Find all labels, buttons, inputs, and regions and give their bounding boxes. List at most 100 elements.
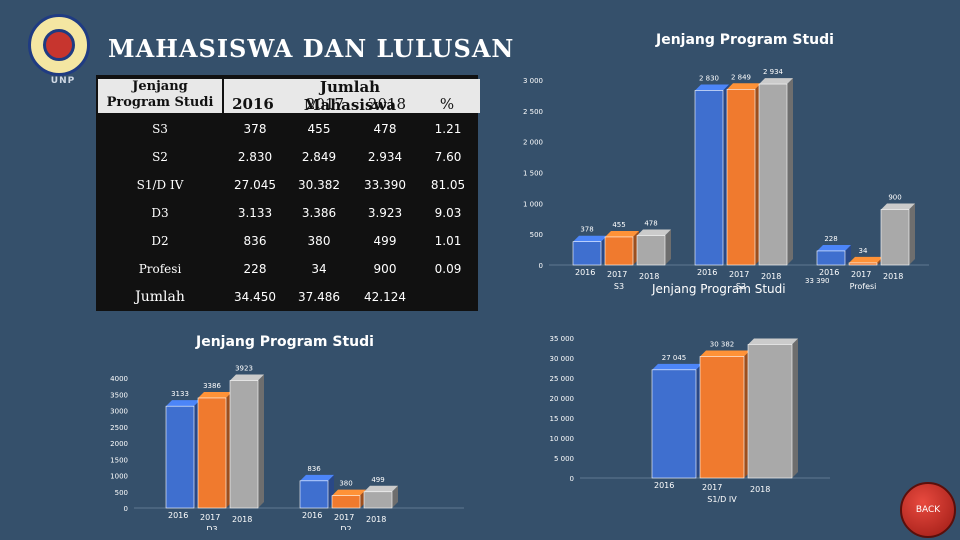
cell-percent bbox=[418, 284, 478, 310]
bar-series-label: 2018 bbox=[883, 272, 903, 281]
data-label: 900 bbox=[888, 194, 901, 202]
bar-top bbox=[332, 489, 366, 496]
table-row: S3 378 455 478 1.21 bbox=[96, 116, 478, 142]
bar-s2-2017 bbox=[726, 89, 756, 266]
data-label: 2 849 bbox=[731, 73, 751, 81]
bar-top bbox=[849, 256, 883, 263]
data-label: 455 bbox=[612, 221, 625, 229]
bar-d2-2018 bbox=[363, 491, 393, 509]
y-tick-label: 4000 bbox=[110, 375, 128, 383]
bar-series-label: 2018 bbox=[761, 272, 781, 281]
cell-percent: 81.05 bbox=[430, 178, 466, 192]
cell-2016: 836 bbox=[243, 234, 267, 248]
logo-text: UNP bbox=[50, 76, 76, 86]
header-jumlah-mahasiswa: Jumlah Mahasiswa bbox=[303, 78, 397, 114]
bar-top bbox=[695, 84, 729, 91]
university-logo bbox=[28, 14, 90, 76]
cell-percent: 1.01 bbox=[434, 234, 462, 248]
bar-s2-2016 bbox=[694, 90, 724, 266]
bar-top bbox=[573, 235, 607, 242]
y-tick-label: 5 000 bbox=[554, 455, 574, 463]
cell-2016: 34.450 bbox=[234, 290, 276, 304]
category-label: S2 bbox=[736, 282, 746, 291]
y-tick-label: 0 bbox=[570, 475, 574, 483]
cell-percent: 9.03 bbox=[434, 206, 462, 220]
category-label: D2 bbox=[340, 525, 351, 530]
chart-s1-div: 0 5 000 10 000 15 000 20 000 25 000 30 000 35 0… bbox=[550, 335, 830, 504]
y-tick-label: 10 000 bbox=[550, 435, 575, 443]
cell-2018: 2.934 bbox=[367, 150, 403, 164]
y-tick-label: 1 000 bbox=[523, 200, 543, 208]
y-tick-label: 2000 bbox=[110, 440, 128, 448]
cell-2017: 2.849 bbox=[301, 150, 337, 164]
category-label: Profesi bbox=[850, 282, 877, 291]
bar-series-label: 2016 bbox=[168, 511, 188, 520]
bar-side bbox=[909, 203, 915, 265]
data-label: 30 382 bbox=[710, 340, 735, 348]
bar-series-label: 2016 bbox=[575, 268, 595, 277]
bar-side bbox=[787, 78, 793, 265]
y-tick-label: 20 000 bbox=[550, 395, 575, 403]
cell-2016: 228 bbox=[243, 262, 267, 276]
bar-series-label: 2018 bbox=[366, 515, 386, 524]
bar-series-label: 2018 bbox=[750, 485, 770, 494]
bar-top bbox=[166, 400, 200, 407]
row-label: S1/D IV bbox=[136, 178, 184, 192]
bar-side bbox=[845, 244, 851, 265]
data-label: 27 045 bbox=[662, 354, 687, 362]
y-tick-label: 3000 bbox=[110, 408, 128, 416]
bar-top bbox=[881, 203, 915, 210]
bar-series-label: 2018 bbox=[639, 272, 659, 281]
data-label: 378 bbox=[580, 226, 593, 234]
header-2016: 2016 bbox=[232, 95, 274, 113]
bar-side bbox=[392, 485, 398, 508]
bar-series-label: 2017 bbox=[702, 483, 722, 492]
bar-series-label: 2016 bbox=[697, 268, 717, 277]
bar-side bbox=[258, 374, 264, 508]
data-label: 380 bbox=[339, 480, 352, 488]
cell-2017: 380 bbox=[307, 234, 331, 248]
bar-s1-d-iv-2016 bbox=[651, 369, 697, 479]
y-tick-label: 2500 bbox=[110, 424, 128, 432]
row-label: D3 bbox=[151, 206, 169, 220]
data-label: 34 bbox=[859, 247, 868, 255]
bar-series-label: 2016 bbox=[654, 481, 674, 490]
bar-s1-d-iv-2018 bbox=[747, 344, 793, 479]
y-tick-label: 1500 bbox=[110, 456, 128, 464]
bar-profesi-2016 bbox=[816, 250, 846, 266]
cell-percent: 0.09 bbox=[434, 262, 462, 276]
y-tick-label: 2 000 bbox=[523, 139, 543, 147]
row-label: S2 bbox=[152, 150, 168, 164]
y-tick-label: 15 000 bbox=[550, 415, 575, 423]
chart2-title: Jenjang Program Studi bbox=[196, 334, 374, 350]
bar-top bbox=[637, 229, 671, 236]
y-tick-label: 35 000 bbox=[550, 335, 575, 343]
y-tick-label: 3500 bbox=[110, 391, 128, 399]
category-label: S1/D IV bbox=[707, 495, 737, 504]
data-label: 3133 bbox=[171, 390, 189, 398]
y-tick-label: 1000 bbox=[110, 473, 128, 481]
cell-2017: 455 bbox=[307, 122, 331, 136]
data-label: 478 bbox=[644, 220, 657, 228]
data-label: 228 bbox=[824, 235, 837, 243]
cell-2016: 27.045 bbox=[234, 178, 276, 192]
bar-top bbox=[605, 230, 639, 237]
cell-2016: 3.133 bbox=[237, 206, 273, 220]
y-tick-label: 1 500 bbox=[523, 170, 543, 178]
back-button[interactable]: BACK bbox=[900, 482, 956, 538]
cell-2017: 34 bbox=[311, 262, 327, 276]
table-row: D2 836 380 499 1.01 bbox=[96, 228, 478, 254]
row-label: Profesi bbox=[138, 262, 182, 276]
bar-top bbox=[198, 391, 232, 398]
bar-series-label: 2018 bbox=[232, 515, 252, 524]
bar-top bbox=[230, 374, 264, 381]
header-jenjang: Jenjang Program Studi bbox=[106, 79, 214, 110]
data-label: 836 bbox=[307, 465, 321, 473]
y-tick-label: 2 500 bbox=[523, 108, 543, 116]
bar-d3-2016 bbox=[165, 405, 195, 509]
bar-top bbox=[364, 485, 398, 492]
bar-d3-2017 bbox=[197, 397, 227, 509]
bar-series-label: 2017 bbox=[607, 270, 627, 279]
category-label: S3 bbox=[614, 282, 624, 291]
bar-profesi-2018 bbox=[880, 209, 910, 266]
